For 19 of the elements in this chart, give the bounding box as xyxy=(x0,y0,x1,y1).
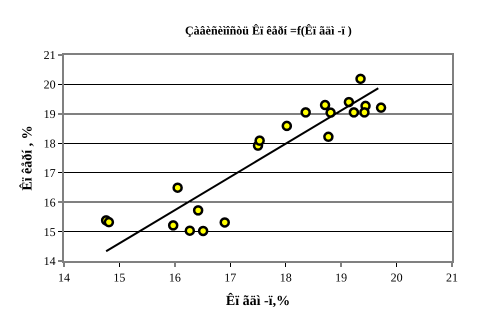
y-tick-label: 19 xyxy=(44,107,56,122)
y-tick-label: 16 xyxy=(44,195,56,210)
y-tick-label: 17 xyxy=(44,166,56,180)
x-tick-label: 18 xyxy=(280,270,292,284)
y-tick-label: 21 xyxy=(44,48,56,62)
y-tick-label: 18 xyxy=(44,136,56,150)
chart-title: Çàâèñèìîñòü Êï êåðí =f(Êï ãäì -ï ) xyxy=(184,23,352,38)
x-tick-label: 19 xyxy=(335,270,348,284)
x-tick-label: 14 xyxy=(58,270,70,284)
x-tick-label: 17 xyxy=(224,270,236,284)
x-tick-label: 16 xyxy=(168,270,181,284)
y-tick-label: 15 xyxy=(44,224,56,239)
y-axis-title: Êï êåðí , % xyxy=(18,125,36,191)
x-tick-label: 15 xyxy=(113,270,126,284)
x-tick-label: 20 xyxy=(390,270,403,284)
x-tick-label: 21 xyxy=(446,270,458,284)
x-axis-title: Êï ãäì -ï,% xyxy=(226,292,290,310)
y-tick-label: 20 xyxy=(44,78,56,92)
y-tick-label: 14 xyxy=(44,254,56,268)
